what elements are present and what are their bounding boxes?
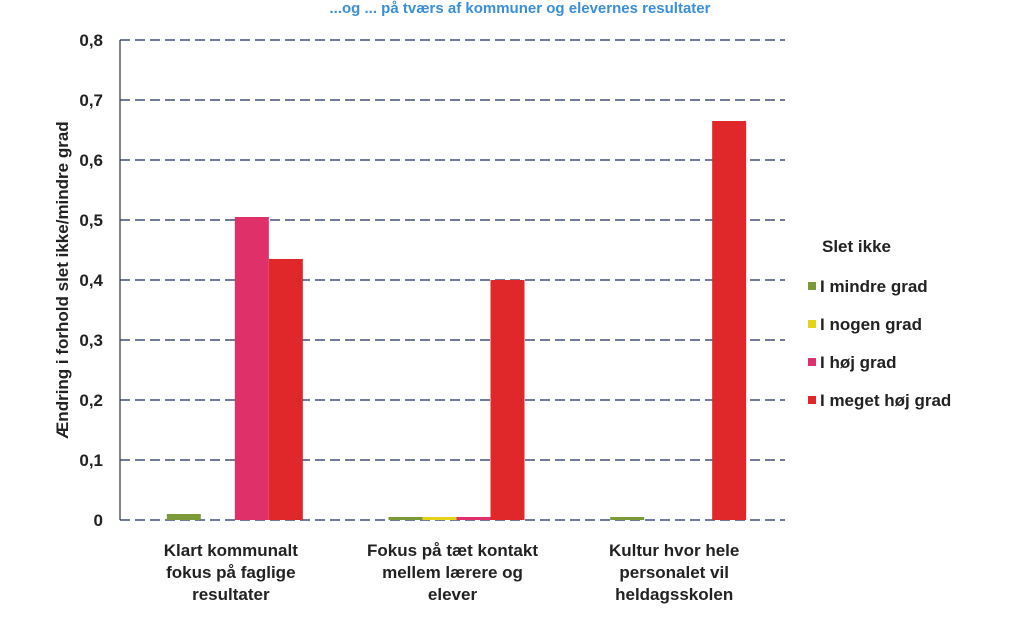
legend-entry: I høj grad <box>820 353 897 372</box>
category-label: Kultur hvor hele <box>609 541 739 560</box>
y-tick-label: 0,4 <box>79 271 103 290</box>
legend-entry: I mindre grad <box>820 277 928 296</box>
bar <box>388 517 423 520</box>
category-label: resultater <box>192 585 270 604</box>
bar <box>490 280 525 520</box>
y-tick-label: 0,2 <box>79 391 103 410</box>
y-tick-label: 0,1 <box>79 451 103 470</box>
legend-swatch <box>808 396 816 404</box>
legend: Slet ikke I mindre grad I nogen grad I høj … <box>808 237 951 410</box>
bar <box>456 517 491 520</box>
category-label: Fokus på tæt kontakt <box>367 541 538 560</box>
y-axis-title: Ændring i forhold slet ikke/mindre grad <box>53 121 72 438</box>
y-tick-label: 0,5 <box>79 211 103 230</box>
y-tick-label: 0,6 <box>79 151 103 170</box>
legend-swatch <box>808 320 816 328</box>
category-label: elever <box>428 585 478 604</box>
legend-entry: I nogen grad <box>820 315 922 334</box>
y-tick-label: 0,8 <box>79 31 103 50</box>
legend-title: Slet ikke <box>822 237 891 256</box>
legend-swatch <box>808 282 816 290</box>
category-label: fokus på faglige <box>166 563 295 582</box>
y-tick-label: 0,7 <box>79 91 103 110</box>
category-label: mellem lærere og <box>382 563 523 582</box>
chart-title: ...og ... på tværs af kommuner og elever… <box>330 0 711 17</box>
category-labels: Klart kommunalt fokus på faglige resultate… <box>164 541 740 604</box>
bar <box>268 259 303 520</box>
y-tick-label: 0,3 <box>79 331 103 350</box>
bars <box>166 121 747 520</box>
bar <box>610 517 645 520</box>
gridlines <box>119 39 785 521</box>
bar <box>234 217 269 520</box>
bar <box>166 514 201 520</box>
legend-entry: I meget høj grad <box>820 391 951 410</box>
category-label: Klart kommunalt <box>164 541 298 560</box>
bar <box>712 121 747 520</box>
y-tick-label: 0 <box>94 511 103 530</box>
category-label: personalet vil <box>619 563 729 582</box>
category-label: heldagsskolen <box>615 585 733 604</box>
bar <box>422 517 457 520</box>
legend-swatch <box>808 358 816 366</box>
y-tick-labels: 0 0,1 0,2 0,3 0,4 0,5 0,6 0,7 0,8 <box>79 31 103 530</box>
